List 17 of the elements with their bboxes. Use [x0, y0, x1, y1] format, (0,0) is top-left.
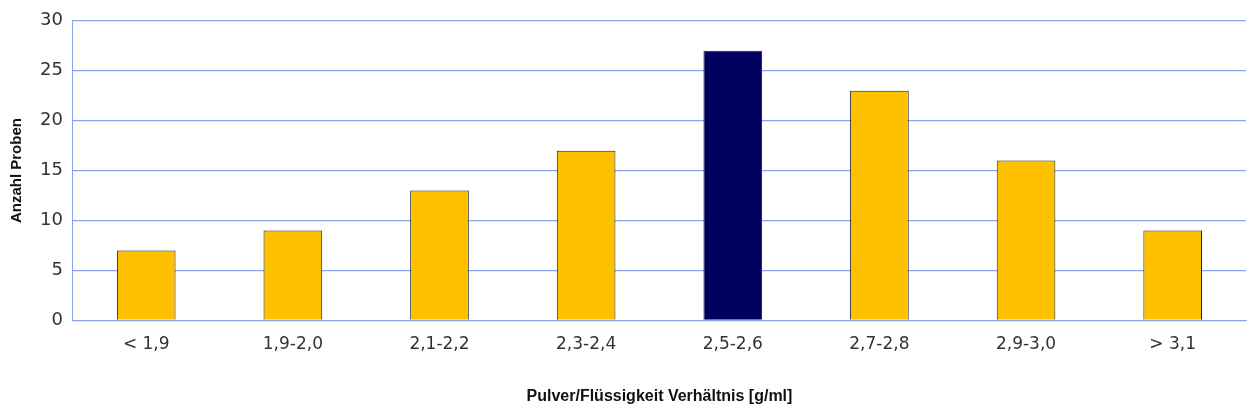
x-tick-label: 2,1-2,2	[409, 333, 470, 354]
x-tick-label: 2,7-2,8	[849, 333, 910, 354]
y-tick-label: 5	[51, 258, 63, 280]
y-tick-label: 25	[40, 58, 63, 80]
x-tick-label: 1,9-2,0	[262, 333, 323, 354]
x-axis-title: Pulver/Flüssigkeit Verhältnis [g/ml]	[526, 386, 793, 404]
y-tick-label: 15	[40, 158, 63, 180]
x-tick-label: < 1,9	[122, 333, 170, 354]
y-axis-title: Anzahl Proben	[7, 118, 25, 224]
x-tick-label: 2,5-2,6	[702, 333, 763, 354]
x-tick-label: 2,3-2,4	[556, 333, 617, 354]
x-tick-label: 2,9-3,0	[995, 333, 1057, 354]
y-tick-label: 30	[40, 8, 63, 30]
x-tick-label: > 3,1	[1149, 333, 1197, 354]
y-tick-label: 10	[40, 208, 63, 230]
y-tick-label: 20	[40, 108, 63, 130]
y-tick-label: 0	[51, 308, 63, 330]
